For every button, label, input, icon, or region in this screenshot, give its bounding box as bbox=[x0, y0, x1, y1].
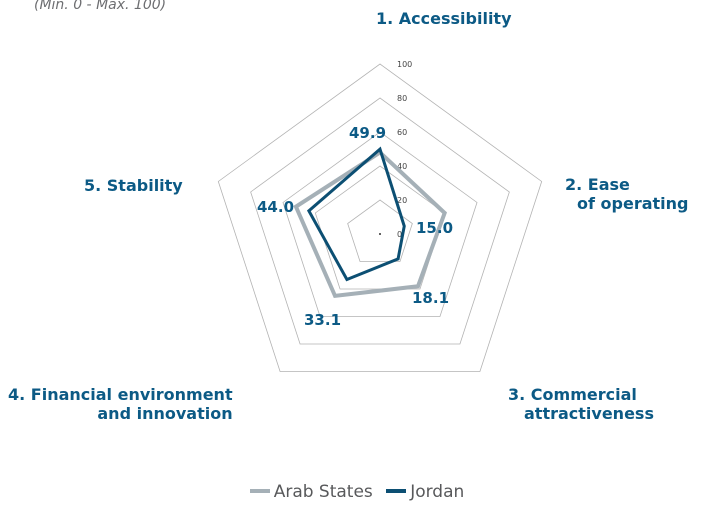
data-point bbox=[417, 285, 419, 287]
center-point bbox=[379, 233, 381, 235]
legend-swatch-arab-states bbox=[249, 489, 270, 493]
data-label-commercial-attractiveness: 18.1 bbox=[412, 289, 450, 307]
tick-label-0: 0 bbox=[397, 230, 402, 239]
tick-label-20: 20 bbox=[397, 196, 407, 205]
data-point bbox=[295, 206, 297, 208]
axis-label-line: attractiveness bbox=[524, 404, 654, 423]
tick-label-60: 60 bbox=[397, 128, 407, 137]
legend-swatch-jordan bbox=[386, 489, 407, 493]
series-line-arab-states bbox=[293, 149, 448, 299]
axis-label-line: 2. Ease bbox=[565, 175, 630, 194]
axis-label-line: 4. Financial environment bbox=[8, 385, 233, 404]
axis-label-financial-environment: 4. Financial environment and innovation bbox=[8, 385, 233, 423]
data-label-ease-of-operating: 15.0 bbox=[416, 219, 454, 237]
data-point bbox=[308, 210, 310, 212]
legend-label-jordan: Jordan bbox=[410, 482, 465, 502]
chart-subtitle: (Min. 0 - Max. 100) bbox=[34, 0, 167, 13]
data-label-financial-environment: 33.1 bbox=[304, 311, 342, 329]
legend-item-arab-states[interactable]: Arab States bbox=[249, 482, 373, 502]
axis-label-line: of operating bbox=[577, 194, 689, 213]
grid-ring-60 bbox=[282, 131, 478, 317]
data-label-stability: 44.0 bbox=[257, 198, 295, 216]
axis-label-commercial-attractiveness: 3. Commercial attractiveness bbox=[508, 385, 654, 423]
legend-label-arab-states: Arab States bbox=[273, 482, 373, 502]
data-point bbox=[444, 212, 446, 214]
data-label-accessibility: 49.9 bbox=[349, 124, 387, 142]
tick-label-40: 40 bbox=[397, 162, 407, 171]
tick-label-100: 100 bbox=[397, 60, 412, 69]
legend-item-jordan[interactable]: Jordan bbox=[386, 482, 464, 502]
axis-label-line: 3. Commercial bbox=[508, 385, 637, 404]
series-line-jordan bbox=[306, 146, 406, 282]
axis-label-stability: 5. Stability bbox=[84, 176, 183, 195]
grid-ring-20 bbox=[347, 199, 413, 262]
grid-ring-100 bbox=[217, 63, 543, 372]
data-point bbox=[397, 258, 399, 260]
data-point bbox=[334, 295, 336, 297]
axis-label-line: 1. Accessibility bbox=[376, 9, 512, 28]
axis-label-accessibility: 1. Accessibility bbox=[376, 9, 512, 28]
grid-ring-80 bbox=[250, 97, 510, 345]
legend: Arab States Jordan bbox=[0, 482, 714, 502]
axis-label-ease-of-operating: 2. Ease of operating bbox=[565, 175, 688, 213]
axis-label-line: and innovation bbox=[97, 404, 233, 423]
data-point bbox=[379, 148, 381, 150]
data-point bbox=[403, 225, 405, 227]
data-point bbox=[346, 279, 348, 281]
tick-label-80: 80 bbox=[397, 94, 407, 103]
axis-label-line: 5. Stability bbox=[84, 176, 183, 195]
